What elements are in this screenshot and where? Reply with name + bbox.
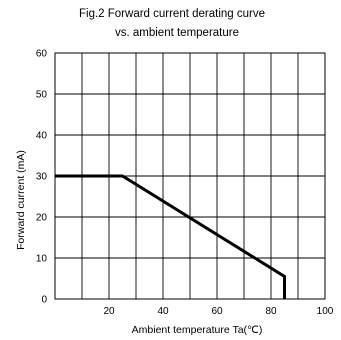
- y-tick-label: 0: [41, 295, 47, 306]
- y-tick-label: 60: [36, 49, 48, 60]
- y-axis-label: Forward current (mA): [15, 150, 27, 250]
- x-tick-label: 40: [157, 306, 169, 317]
- y-tick-label: 20: [36, 213, 48, 224]
- x-tick-label: 100: [317, 306, 334, 317]
- chart-subtitle: vs. ambient temperature: [115, 27, 239, 39]
- y-tick-label: 50: [36, 90, 48, 101]
- x-tick-label: 20: [103, 306, 115, 317]
- derating-curve-line: [55, 174, 286, 299]
- y-tick-label: 40: [36, 131, 48, 142]
- x-tick-label: 80: [265, 306, 277, 317]
- series-group: [55, 174, 286, 299]
- x-tick-label: 60: [211, 306, 223, 317]
- chart-title: Fig.2 Forward current derating curve: [79, 8, 265, 20]
- tick-labels: 20 40 60 80 100 0 10 20 30 40 50 60: [36, 49, 334, 318]
- x-axis-label: Ambient temperature Ta(℃): [132, 324, 263, 336]
- y-tick-label: 10: [36, 254, 48, 265]
- y-tick-label: 30: [36, 172, 48, 183]
